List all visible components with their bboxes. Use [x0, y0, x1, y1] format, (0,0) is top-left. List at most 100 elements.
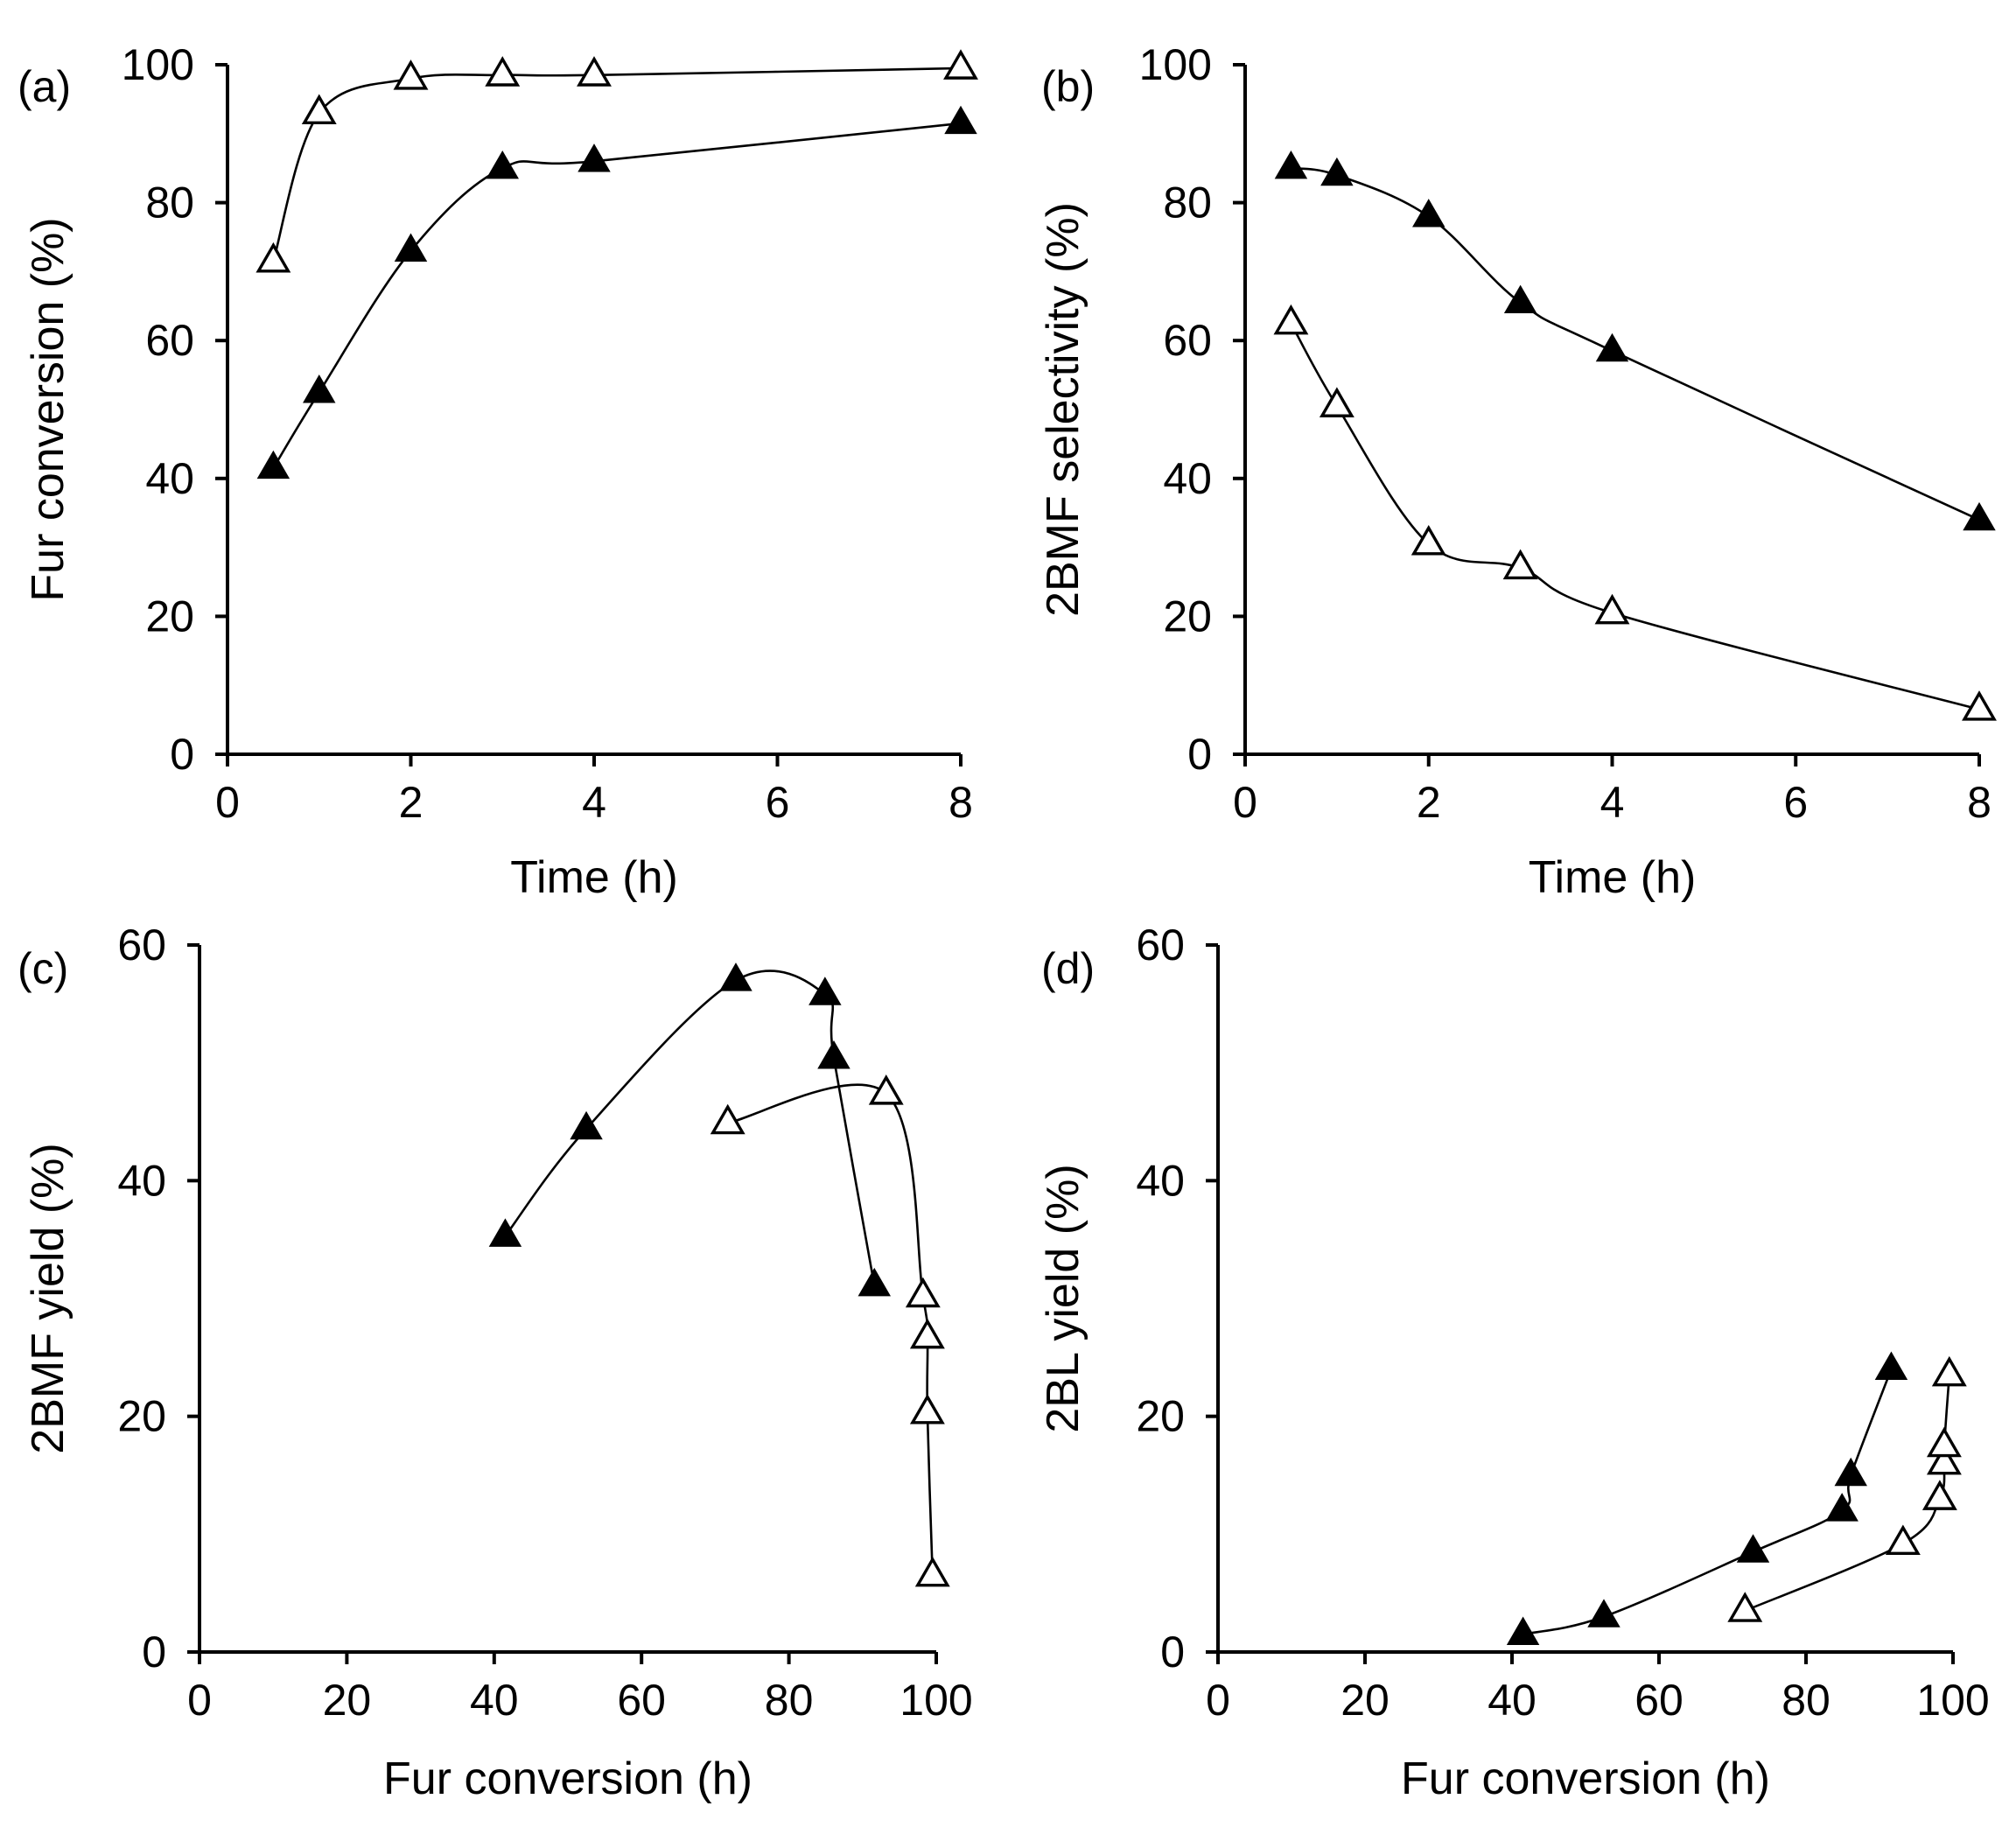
filled-triangle-point — [1506, 1616, 1540, 1645]
filled-triangle-point — [1595, 332, 1629, 362]
y-tick-label: 60 — [1163, 316, 1212, 365]
panel-label: (d) — [1041, 944, 1095, 993]
open-triangle-point — [868, 1074, 904, 1105]
y-axis-title: 2BL yield (%) — [1038, 1164, 1088, 1432]
y-tick-label: 20 — [1136, 1392, 1185, 1441]
x-tick-label: 40 — [1488, 1676, 1536, 1725]
open-triangle-point — [909, 1393, 945, 1424]
open-triangle-point — [1502, 549, 1538, 580]
series-line — [1522, 1368, 1893, 1636]
filled-triangle-point — [1412, 199, 1446, 228]
open-triangle-point — [1273, 304, 1309, 335]
open-triangle-point — [577, 56, 612, 87]
x-tick-label: 2 — [399, 778, 424, 827]
x-tick-label: 60 — [617, 1676, 666, 1725]
y-tick-label: 0 — [1160, 1628, 1185, 1676]
filled-triangle-point — [817, 1040, 850, 1069]
open-triangle-point — [1926, 1444, 1962, 1475]
open-triangle-point — [393, 60, 429, 90]
x-tick-label: 100 — [900, 1676, 972, 1725]
open-triangle-point — [943, 49, 978, 80]
open-triangle-point — [1922, 1480, 1957, 1510]
series-line — [1291, 166, 1980, 522]
x-axis-title: Time (h) — [1529, 852, 1697, 903]
filled-triangle-point — [578, 144, 611, 172]
y-tick-label: 20 — [1163, 592, 1212, 640]
x-tick-label: 0 — [215, 778, 240, 827]
y-tick-label: 40 — [1163, 454, 1212, 503]
y-tick-label: 40 — [145, 454, 194, 503]
x-tick-label: 6 — [766, 778, 790, 827]
open-triangle-point — [485, 56, 521, 87]
filled-triangle-point — [1825, 1493, 1858, 1522]
filled-triangle-point — [1736, 1534, 1770, 1563]
x-tick-label: 8 — [948, 778, 973, 827]
filled-triangle-point — [256, 450, 290, 480]
x-tick-label: 8 — [1967, 778, 1992, 827]
y-tick-label: 0 — [170, 730, 194, 779]
filled-triangle-point — [1834, 1457, 1867, 1487]
open-triangle-point — [1885, 1524, 1921, 1555]
filled-triangle-point — [570, 1110, 603, 1140]
series-line — [504, 970, 876, 1286]
y-axis-title: 2BMF yield (%) — [23, 1143, 74, 1453]
x-tick-label: 4 — [582, 778, 606, 827]
open-triangle-point — [256, 242, 291, 273]
series-line — [727, 1083, 934, 1576]
filled-triangle-point — [944, 105, 977, 135]
y-tick-label: 40 — [117, 1156, 166, 1205]
open-triangle-point — [909, 1318, 945, 1349]
x-tick-label: 40 — [470, 1676, 519, 1725]
open-triangle-point — [1727, 1592, 1763, 1622]
x-tick-label: 100 — [1916, 1676, 1989, 1725]
panel-label: (a) — [18, 62, 71, 111]
open-triangle-point — [1319, 387, 1354, 417]
x-tick-label: 0 — [187, 1676, 212, 1725]
y-tick-label: 60 — [117, 920, 166, 970]
y-tick-label: 20 — [145, 592, 194, 640]
filled-triangle-point — [1320, 157, 1354, 186]
y-tick-label: 80 — [145, 178, 194, 228]
y-tick-label: 0 — [142, 1628, 166, 1676]
filled-triangle-point — [1963, 501, 1996, 531]
open-triangle-point — [905, 1277, 941, 1308]
x-tick-label: 20 — [1340, 1676, 1390, 1725]
open-triangle-point — [1931, 1355, 1967, 1387]
y-tick-label: 40 — [1136, 1156, 1185, 1205]
panel-c-chart: (c) 0 20 40 60 80 100 0 20 40 60 Fur conversion (h)… — [18, 920, 973, 1804]
filled-triangle-point — [808, 976, 842, 1005]
open-triangle-point — [914, 1556, 950, 1587]
y-tick-label: 60 — [145, 316, 194, 365]
y-tick-label: 20 — [117, 1392, 166, 1441]
filled-triangle-point — [719, 962, 752, 991]
panel-d-chart: (d) 0 20 40 60 80 100 0 20 40 60 Fur conversion (h)… — [1038, 920, 1990, 1804]
open-triangle-point — [1962, 690, 1997, 721]
y-axis-title: 2BMF selectivity (%) — [1038, 202, 1088, 617]
series-line — [1290, 322, 1980, 711]
series-line — [272, 122, 962, 469]
panel-label: (b) — [1041, 62, 1095, 111]
y-tick-label: 100 — [1139, 40, 1212, 89]
filled-triangle-point — [1503, 284, 1537, 314]
x-axis-title: Fur conversion (h) — [1401, 1754, 1770, 1804]
x-tick-label: 80 — [765, 1676, 814, 1725]
x-axis-title: Fur conversion (h) — [383, 1754, 752, 1804]
x-tick-label: 4 — [1600, 778, 1625, 827]
y-tick-label: 0 — [1187, 730, 1212, 779]
open-triangle-point — [1926, 1426, 1962, 1458]
filled-triangle-point — [1874, 1351, 1908, 1380]
x-tick-label: 2 — [1417, 778, 1441, 827]
y-tick-label: 100 — [122, 40, 194, 89]
x-axis-title: Time (h) — [510, 852, 678, 903]
filled-triangle-point — [486, 150, 519, 179]
y-axis-title: Fur conversion (%) — [23, 217, 74, 601]
filled-triangle-point — [1274, 150, 1308, 179]
x-tick-label: 80 — [1782, 1676, 1830, 1725]
y-tick-label: 60 — [1136, 920, 1185, 970]
open-triangle-point — [301, 94, 337, 125]
x-tick-label: 6 — [1783, 778, 1808, 827]
filled-triangle-point — [303, 374, 336, 403]
